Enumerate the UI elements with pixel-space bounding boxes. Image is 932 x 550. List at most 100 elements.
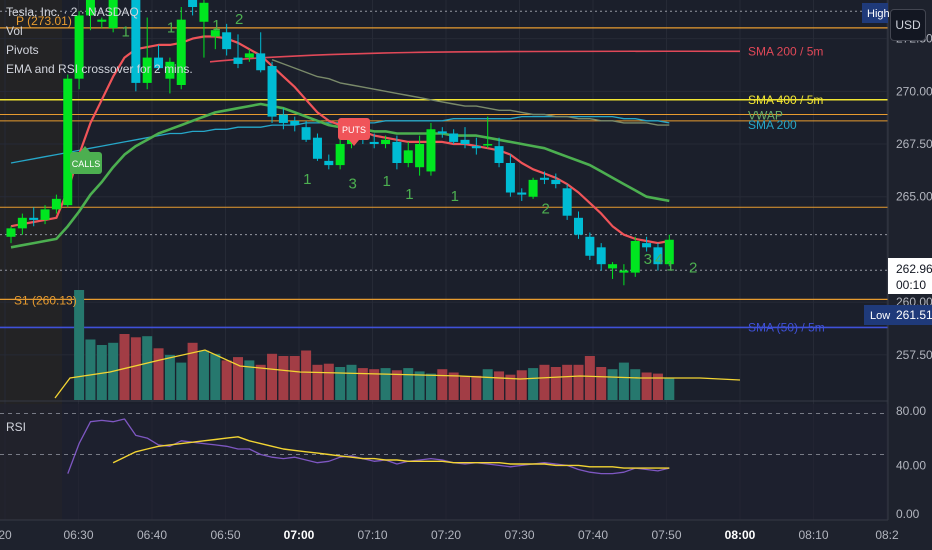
- time-tick: 06:30: [63, 528, 93, 542]
- candle-body: [29, 217, 39, 220]
- volume-bar: [85, 339, 96, 400]
- volume-bar: [437, 369, 448, 400]
- candle-body: [267, 66, 277, 117]
- candle-body: [585, 236, 595, 256]
- candle-body: [596, 247, 606, 265]
- time-tick: 07:20: [431, 528, 461, 542]
- price-tick: 257.50: [896, 348, 932, 362]
- vwap-line: [271, 59, 670, 126]
- sma200-label: SMA 200: [748, 118, 797, 132]
- pivots-legend[interactable]: Pivots: [6, 43, 39, 57]
- candle-body: [40, 209, 50, 220]
- volume-bar: [448, 372, 459, 400]
- volume-bar: [255, 364, 266, 400]
- time-tick: 07:50: [651, 528, 681, 542]
- volume-bar: [369, 369, 380, 400]
- candle-body: [460, 139, 470, 145]
- candle-body: [233, 57, 243, 64]
- volume-bars: [54, 290, 741, 400]
- symbol-title[interactable]: Tesla, Inc. · 2 · NASDAQ: [6, 5, 139, 19]
- high-label-bg: [862, 3, 888, 23]
- price-tick: 265.00: [896, 190, 932, 204]
- candle-body: [505, 163, 515, 193]
- volume-bar: [528, 368, 539, 400]
- candle-body: [51, 198, 61, 210]
- volume-bar: [74, 290, 85, 400]
- volume-bar: [584, 356, 595, 400]
- candle-body: [562, 188, 572, 216]
- volume-bar: [482, 369, 493, 400]
- vwap-label: VWAP: [748, 109, 783, 123]
- candle-body: [210, 30, 220, 37]
- volume-bar: [96, 345, 107, 400]
- volume-bar: [391, 370, 402, 400]
- candle-body: [244, 53, 254, 58]
- vol-legend[interactable]: Vol: [6, 24, 23, 38]
- candle-body: [97, 19, 107, 22]
- candle-body: [630, 241, 640, 273]
- volume-bar: [607, 369, 618, 400]
- candle-body: [574, 217, 583, 235]
- rsi-tick: 80.00: [896, 404, 926, 418]
- volume-bar: [221, 360, 232, 400]
- candle-body: [188, 0, 198, 7]
- volume-bar: [164, 354, 175, 400]
- candle-body: [154, 57, 164, 69]
- time-tick: 07:00: [284, 528, 315, 542]
- wave-label: 2: [689, 260, 697, 277]
- candle-body: [142, 57, 152, 83]
- calls-signal-pointer: [80, 146, 90, 152]
- candle-body: [176, 19, 186, 85]
- volume-bar: [312, 364, 323, 400]
- volume-bar: [414, 371, 425, 400]
- candle-body: [664, 239, 674, 265]
- strategy-legend[interactable]: EMA and RSI crossover for 2 mins.: [6, 62, 193, 76]
- candle-body: [85, 0, 95, 16]
- rsi-legend[interactable]: RSI: [6, 420, 27, 434]
- vol-sma-label: SMA (50) / 5m: [748, 320, 825, 334]
- candle-body: [426, 129, 436, 172]
- candle-body: [312, 137, 322, 159]
- volume-bar: [425, 373, 436, 400]
- price-tick: 270.00: [896, 84, 932, 98]
- candle-body: [494, 146, 504, 163]
- price-tick: 267.50: [896, 137, 932, 151]
- volume-bar: [652, 373, 663, 400]
- wave-label: 1: [405, 186, 413, 203]
- volume-bar: [494, 371, 505, 400]
- rsi-pane: [0, 404, 888, 520]
- time-tick: 06:50: [210, 528, 240, 542]
- volume-bar: [618, 362, 629, 400]
- volume-bar: [550, 367, 561, 400]
- level-labels: P (273.01) S1 (260.13) SMA 200 / 5m SMA 400…: [14, 14, 825, 334]
- candle-body: [278, 114, 288, 123]
- candle-body: [539, 177, 549, 180]
- currency-button[interactable]: USD: [890, 9, 926, 41]
- candle-body: [551, 179, 561, 185]
- volume-bar: [210, 353, 221, 400]
- current-price-tag: [888, 258, 932, 294]
- volume-bar: [641, 372, 652, 400]
- volume-bar: [278, 356, 289, 400]
- volume-bar: [198, 350, 209, 400]
- wave-label: 1: [122, 24, 130, 41]
- time-tick: 20: [0, 528, 12, 542]
- candle-body: [256, 53, 266, 71]
- sma200-5m-label: SMA 200 / 5m: [748, 44, 823, 58]
- pivot-s1-label: S1 (260.13): [14, 293, 77, 307]
- time-tick: 07:40: [578, 528, 608, 542]
- puts-signal-label: PUTS: [342, 125, 366, 135]
- candle-body: [199, 2, 209, 22]
- volume-bar: [596, 367, 607, 400]
- volume-bar: [562, 364, 573, 400]
- puts-signal-box: [338, 118, 370, 140]
- sma400-5m-label: SMA 400 / 5m: [748, 93, 823, 107]
- high-label: High: [867, 8, 890, 20]
- pivot-label: P (273.01): [16, 14, 72, 28]
- volume-ma-line: [54, 349, 741, 399]
- candle-body: [301, 127, 311, 140]
- candle-body: [437, 131, 447, 134]
- volume-bar: [142, 336, 153, 400]
